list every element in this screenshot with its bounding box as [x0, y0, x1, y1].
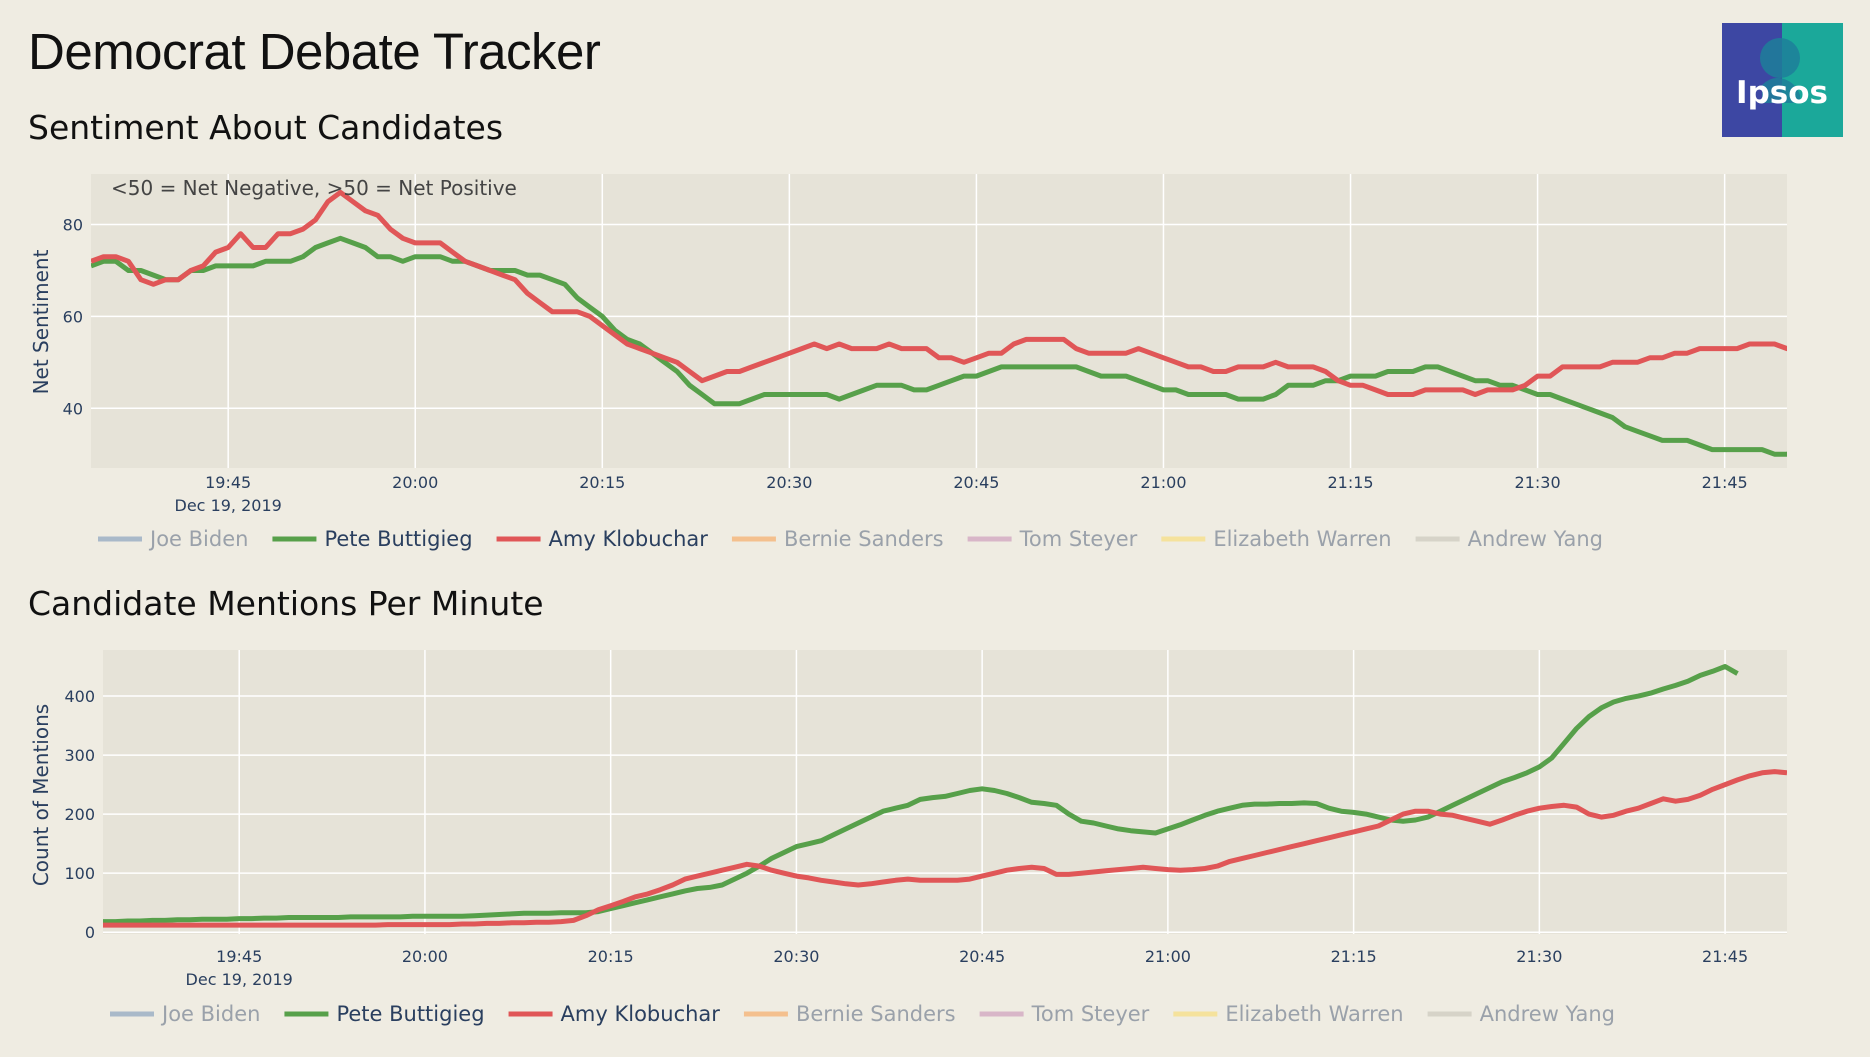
legend-label: Bernie Sanders: [796, 1002, 956, 1026]
series-line-pete-buttigieg: [91, 235, 1787, 457]
y-tick-label: 200: [64, 805, 95, 824]
series-line-pete-buttigieg: [103, 664, 1739, 925]
x-tick-label: 21:45: [1702, 947, 1748, 966]
x-tick-label: 20:30: [766, 473, 812, 492]
plot-area: [103, 650, 1787, 934]
chart-title-mentions: Candidate Mentions Per Minute: [28, 584, 544, 623]
mentions-chart: 0 100 200 300 400 19:45 Dec 19, 2019 20:00 20:15…: [29, 650, 1787, 1026]
x-tick-label: 20:45: [959, 947, 1005, 966]
x-tick-label: 19:45: [216, 947, 262, 966]
y-tick-label: 300: [64, 746, 95, 765]
x-tick-label: 20:00: [402, 947, 448, 966]
legend-label: Pete Buttigieg: [336, 1002, 484, 1026]
series-line-amy-klobuchar: [103, 769, 1787, 928]
legend-item-andrew-yang[interactable]: Andrew Yang: [1415, 527, 1603, 551]
y-tick-label: 60: [63, 307, 83, 326]
legend-label: Amy Klobuchar: [561, 1002, 721, 1026]
legend-label: Elizabeth Warren: [1225, 1002, 1403, 1026]
x-tick-label: 20:00: [392, 473, 438, 492]
legend-item-pete-buttigieg[interactable]: Pete Buttigieg: [272, 527, 473, 551]
x-tick-label: 21:15: [1327, 473, 1373, 492]
legend-item-tom-steyer[interactable]: Tom Steyer: [967, 527, 1138, 551]
x-tick-label: 20:15: [579, 473, 625, 492]
legend-item-amy-klobuchar[interactable]: Amy Klobuchar: [496, 527, 709, 551]
chart-annotation: <50 = Net Negative, >50 = Net Positive: [111, 176, 517, 200]
legend-label: Andrew Yang: [1480, 1002, 1615, 1026]
legend-item-tom-steyer[interactable]: Tom Steyer: [979, 1002, 1150, 1026]
legend-label: Tom Steyer: [1019, 527, 1138, 551]
x-tick-label: 21:45: [1702, 473, 1748, 492]
legend-label: Joe Biden: [160, 1002, 260, 1026]
x-tick-date-label: Dec 19, 2019: [186, 970, 293, 989]
x-tick-label: 21:00: [1145, 947, 1191, 966]
x-tick-label: 21:30: [1515, 473, 1561, 492]
legend-label: Pete Buttigieg: [324, 527, 472, 551]
page-title: Democrat Debate Tracker: [28, 23, 601, 80]
logo-text: Ipsos: [1736, 75, 1828, 111]
y-tick-label: 80: [63, 216, 83, 235]
x-tick-date-label: Dec 19, 2019: [175, 496, 282, 515]
logo-head-silhouette: [1760, 38, 1800, 103]
legend-item-bernie-sanders[interactable]: Bernie Sanders: [731, 527, 944, 551]
y-tick-label: 400: [64, 687, 95, 706]
ipsos-logo: Ipsos: [1722, 23, 1843, 137]
x-tick-label: 21:15: [1331, 947, 1377, 966]
legend-item-pete-buttigieg[interactable]: Pete Buttigieg: [284, 1002, 485, 1026]
legend-label: Elizabeth Warren: [1213, 527, 1391, 551]
x-tick-label: 20:45: [953, 473, 999, 492]
sentiment-chart: 40 60 80 19:45 Dec 19, 2019 20:00 20:15 20:30 20…: [29, 174, 1787, 551]
series-line-amy-klobuchar: [91, 189, 1787, 397]
legend-label: Amy Klobuchar: [549, 527, 709, 551]
legend-item-andrew-yang[interactable]: Andrew Yang: [1427, 1002, 1615, 1026]
legend-label: Tom Steyer: [1031, 1002, 1150, 1026]
x-tick-label: 21:00: [1140, 473, 1186, 492]
x-tick-label: 21:30: [1516, 947, 1562, 966]
y-axis-title: Count of Mentions: [29, 704, 53, 886]
y-axis-title: Net Sentiment: [29, 249, 53, 394]
x-tick-label: 19:45: [205, 473, 251, 492]
logo-right-panel: [1782, 23, 1843, 137]
legend-item-bernie-sanders[interactable]: Bernie Sanders: [743, 1002, 956, 1026]
legend-label: Andrew Yang: [1468, 527, 1603, 551]
chart-title-sentiment: Sentiment About Candidates: [28, 108, 504, 147]
legend-item-joe-biden[interactable]: Joe Biden: [98, 527, 248, 551]
x-tick-label: 20:15: [588, 947, 634, 966]
legend-item-elizabeth-warren[interactable]: Elizabeth Warren: [1173, 1002, 1404, 1026]
legend-label: Bernie Sanders: [784, 527, 944, 551]
legend-item-joe-biden[interactable]: Joe Biden: [110, 1002, 260, 1026]
y-tick-label: 100: [64, 864, 95, 883]
y-tick-label: 0: [85, 923, 95, 942]
x-tick-label: 20:30: [773, 947, 819, 966]
legend-item-elizabeth-warren[interactable]: Elizabeth Warren: [1161, 527, 1392, 551]
legend-item-amy-klobuchar[interactable]: Amy Klobuchar: [508, 1002, 721, 1026]
legend-label: Joe Biden: [148, 527, 248, 551]
plot-area: [91, 174, 1787, 468]
y-tick-label: 40: [63, 399, 83, 418]
